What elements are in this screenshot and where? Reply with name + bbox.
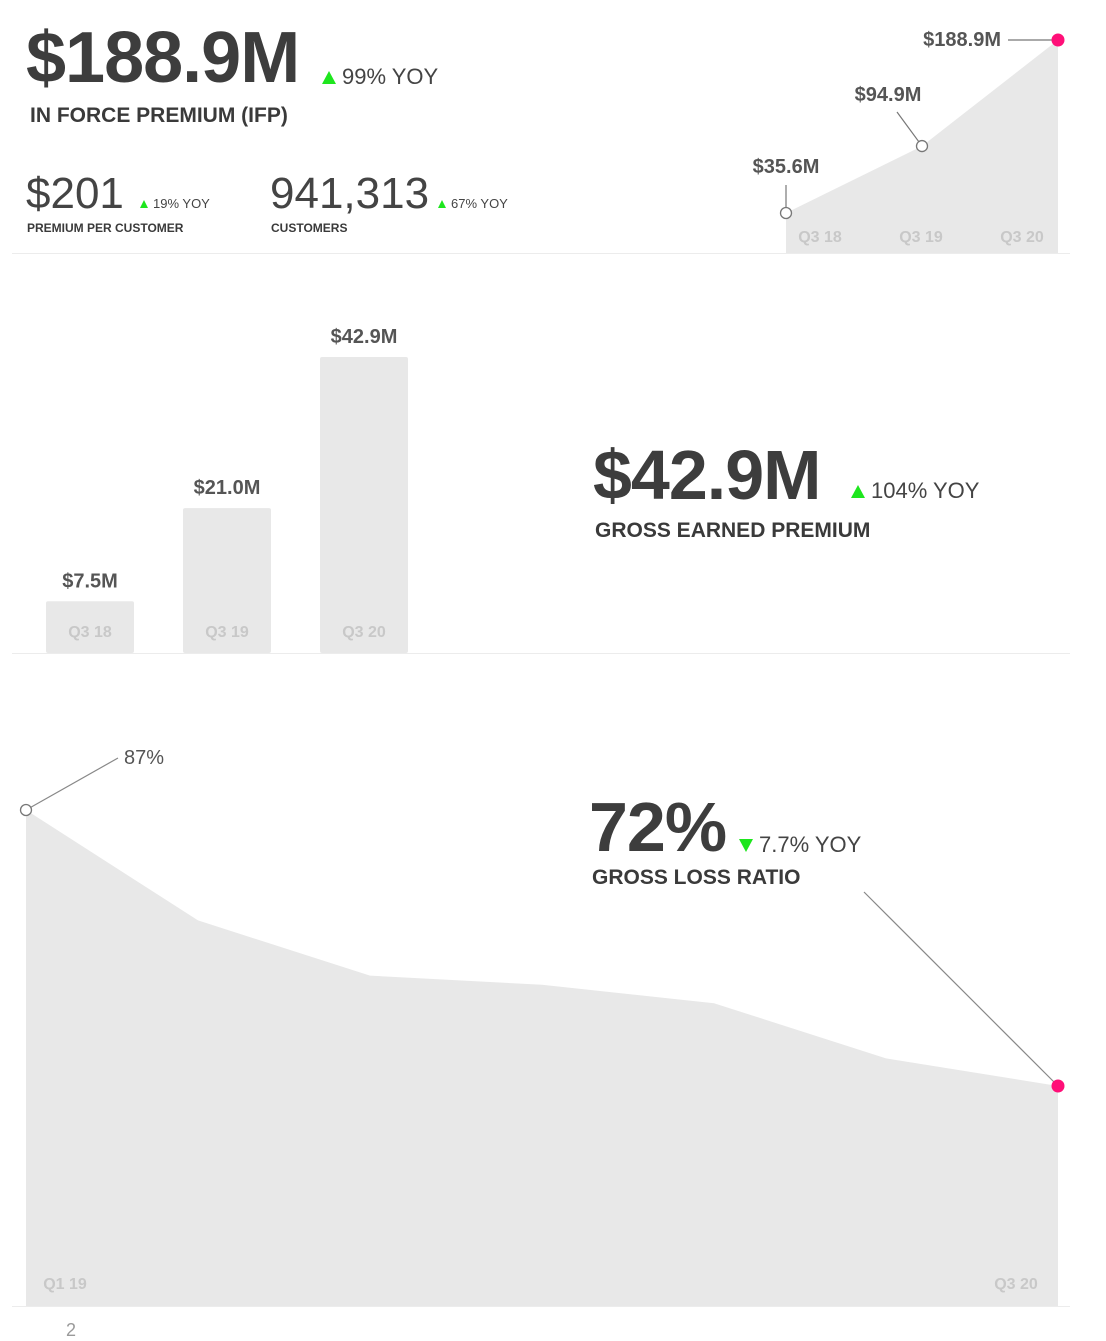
leader-line: [896, 111, 923, 147]
ifp-value: $188.9M: [26, 18, 300, 98]
data-point-highlight: [1051, 33, 1065, 47]
customers-label: CUSTOMERS: [271, 221, 348, 235]
x-tick-label: Q3 19: [205, 624, 249, 641]
gep-label: GROSS EARNED PREMIUM: [595, 519, 871, 542]
glr-yoy-text: 7.7% YOY: [759, 832, 862, 857]
gep-yoy: 104% YOY: [851, 478, 979, 504]
premium-per-customer-yoy: 19% YOY: [140, 196, 210, 211]
gep-bar-chart: $7.5M Q3 18 $21.0M Q3 19 $42.9M Q3 20: [46, 326, 408, 653]
up-arrow-icon: [322, 71, 336, 84]
data-label: $94.9M: [855, 84, 922, 106]
x-tick-label: Q3 18: [798, 229, 842, 246]
glr-label: GROSS LOSS RATIO: [592, 866, 801, 889]
glr-yoy: 7.7% YOY: [739, 832, 861, 858]
data-label: $42.9M: [331, 326, 398, 348]
ifp-yoy-text: 99% YOY: [342, 64, 439, 89]
x-tick-label: Q3 20: [1000, 229, 1044, 246]
x-tick-label: Q3 18: [68, 624, 112, 641]
up-arrow-icon: [438, 200, 446, 208]
leader-line: [25, 757, 119, 811]
gep-yoy-text: 104% YOY: [871, 478, 980, 503]
data-label: $21.0M: [194, 477, 261, 499]
bar: [46, 601, 134, 653]
data-label: $7.5M: [62, 570, 118, 592]
premium-per-customer-label: PREMIUM PER CUSTOMER: [27, 221, 184, 235]
customers-yoy: 67% YOY: [438, 196, 508, 211]
glr-area-chart: 87% Q1 19 Q3 20: [19, 747, 1065, 1306]
data-point: [19, 803, 33, 817]
customers-value: 941,313: [270, 169, 430, 218]
section-divider: [12, 653, 1070, 654]
data-point: [779, 206, 793, 220]
data-label: $35.6M: [753, 156, 820, 178]
x-tick-label: Q1 19: [43, 1276, 87, 1293]
x-tick-label: Q3 20: [994, 1276, 1038, 1293]
data-label: 87%: [124, 747, 164, 769]
data-point: [915, 139, 929, 153]
premium-per-customer-value: $201: [26, 169, 124, 218]
leader-line: [863, 891, 1059, 1087]
customers-yoy-text: 67% YOY: [451, 196, 508, 211]
x-tick-label: Q3 20: [342, 624, 386, 641]
ifp-area-chart: $35.6M $94.9M $188.9M Q3 18 Q3 19 Q3 20: [753, 29, 1065, 253]
down-arrow-icon: [739, 839, 753, 852]
ifp-label: IN FORCE PREMIUM (IFP): [30, 104, 288, 127]
glr-value: 72%: [589, 788, 727, 866]
bar: [320, 357, 408, 653]
up-arrow-icon: [140, 200, 148, 208]
ifp-yoy: 99% YOY: [322, 64, 438, 90]
data-label: $188.9M: [923, 29, 1001, 51]
up-arrow-icon: [851, 485, 865, 498]
gep-value: $42.9M: [593, 436, 821, 514]
data-point-highlight: [1051, 1079, 1065, 1093]
bar: [183, 508, 271, 653]
premium-per-customer-yoy-text: 19% YOY: [153, 196, 210, 211]
page-number: 2: [66, 1320, 77, 1340]
x-tick-label: Q3 19: [899, 229, 943, 246]
section-divider: [12, 1306, 1070, 1307]
section-divider: [12, 253, 1070, 254]
glr-area: [26, 810, 1058, 1306]
